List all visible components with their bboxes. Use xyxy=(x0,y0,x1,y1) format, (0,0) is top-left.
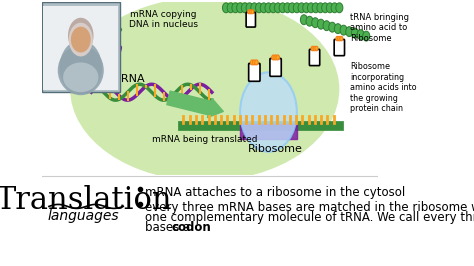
Circle shape xyxy=(312,18,319,28)
FancyBboxPatch shape xyxy=(43,6,118,90)
Circle shape xyxy=(232,3,239,13)
Text: DNA: DNA xyxy=(65,2,92,12)
Circle shape xyxy=(265,3,272,13)
FancyBboxPatch shape xyxy=(246,12,255,27)
Ellipse shape xyxy=(71,27,91,52)
Circle shape xyxy=(293,3,301,13)
Circle shape xyxy=(227,3,234,13)
Circle shape xyxy=(274,55,277,60)
Circle shape xyxy=(69,23,93,56)
Text: Ribosome: Ribosome xyxy=(248,144,303,154)
Circle shape xyxy=(246,3,253,13)
Circle shape xyxy=(276,55,280,60)
FancyBboxPatch shape xyxy=(42,177,378,266)
Circle shape xyxy=(301,15,308,25)
Circle shape xyxy=(237,3,244,13)
FancyBboxPatch shape xyxy=(270,59,281,76)
Circle shape xyxy=(68,18,93,53)
Circle shape xyxy=(306,16,313,26)
Circle shape xyxy=(222,3,229,13)
FancyBboxPatch shape xyxy=(310,49,320,66)
Ellipse shape xyxy=(58,45,104,95)
Circle shape xyxy=(272,55,275,60)
Circle shape xyxy=(260,3,267,13)
FancyBboxPatch shape xyxy=(334,39,345,56)
Circle shape xyxy=(357,30,364,40)
Ellipse shape xyxy=(70,0,339,181)
Circle shape xyxy=(336,3,343,13)
Circle shape xyxy=(340,36,343,41)
Text: mRNA: mRNA xyxy=(109,74,144,84)
Circle shape xyxy=(250,60,254,65)
Circle shape xyxy=(248,10,251,14)
Circle shape xyxy=(240,72,297,152)
Circle shape xyxy=(346,27,353,37)
Circle shape xyxy=(313,46,316,51)
Circle shape xyxy=(255,3,263,13)
Text: mRNA copying
DNA in nucleus: mRNA copying DNA in nucleus xyxy=(129,10,198,29)
Circle shape xyxy=(322,3,329,13)
Circle shape xyxy=(363,31,370,41)
Ellipse shape xyxy=(63,63,99,92)
Circle shape xyxy=(334,24,341,34)
Circle shape xyxy=(318,19,325,29)
Circle shape xyxy=(351,28,358,38)
FancyBboxPatch shape xyxy=(42,175,378,266)
Circle shape xyxy=(336,36,339,41)
Circle shape xyxy=(329,22,336,32)
Circle shape xyxy=(331,3,338,13)
Text: tRNA bringing
amino acid to
Ribosome: tRNA bringing amino acid to Ribosome xyxy=(350,13,409,43)
Text: Translation: Translation xyxy=(0,185,173,215)
Circle shape xyxy=(311,46,314,51)
Text: codon: codon xyxy=(172,221,211,234)
Text: mRNA being translated: mRNA being translated xyxy=(152,135,257,144)
Text: Ribosome
incorporating
amino acids into
the growing
protein chain: Ribosome incorporating amino acids into … xyxy=(350,63,417,113)
Circle shape xyxy=(315,46,318,51)
Circle shape xyxy=(303,3,310,13)
Circle shape xyxy=(241,3,248,13)
Text: one complementary molecule of tRNA. We call every three: one complementary molecule of tRNA. We c… xyxy=(145,211,474,225)
Circle shape xyxy=(308,3,315,13)
Circle shape xyxy=(298,3,305,13)
Circle shape xyxy=(327,3,333,13)
Text: every three mRNA bases are matched in the ribosome with: every three mRNA bases are matched in th… xyxy=(145,201,474,214)
Circle shape xyxy=(249,10,252,14)
Circle shape xyxy=(323,21,330,31)
Circle shape xyxy=(317,3,324,13)
Circle shape xyxy=(255,60,258,65)
Circle shape xyxy=(284,3,291,13)
Text: mRNA attaches to a ribosome in the cytosol: mRNA attaches to a ribosome in the cytos… xyxy=(145,186,405,198)
Circle shape xyxy=(340,25,347,35)
Text: languages: languages xyxy=(47,209,118,223)
Circle shape xyxy=(289,3,296,13)
Circle shape xyxy=(253,60,256,65)
Circle shape xyxy=(279,3,286,13)
Circle shape xyxy=(251,3,258,13)
Circle shape xyxy=(251,10,254,14)
Circle shape xyxy=(338,36,341,41)
Circle shape xyxy=(312,3,319,13)
Ellipse shape xyxy=(60,40,102,95)
FancyBboxPatch shape xyxy=(249,63,260,81)
FancyBboxPatch shape xyxy=(42,2,120,92)
FancyArrowPatch shape xyxy=(167,91,223,118)
Text: bases a: bases a xyxy=(145,221,193,234)
Circle shape xyxy=(270,3,277,13)
Circle shape xyxy=(274,3,282,13)
